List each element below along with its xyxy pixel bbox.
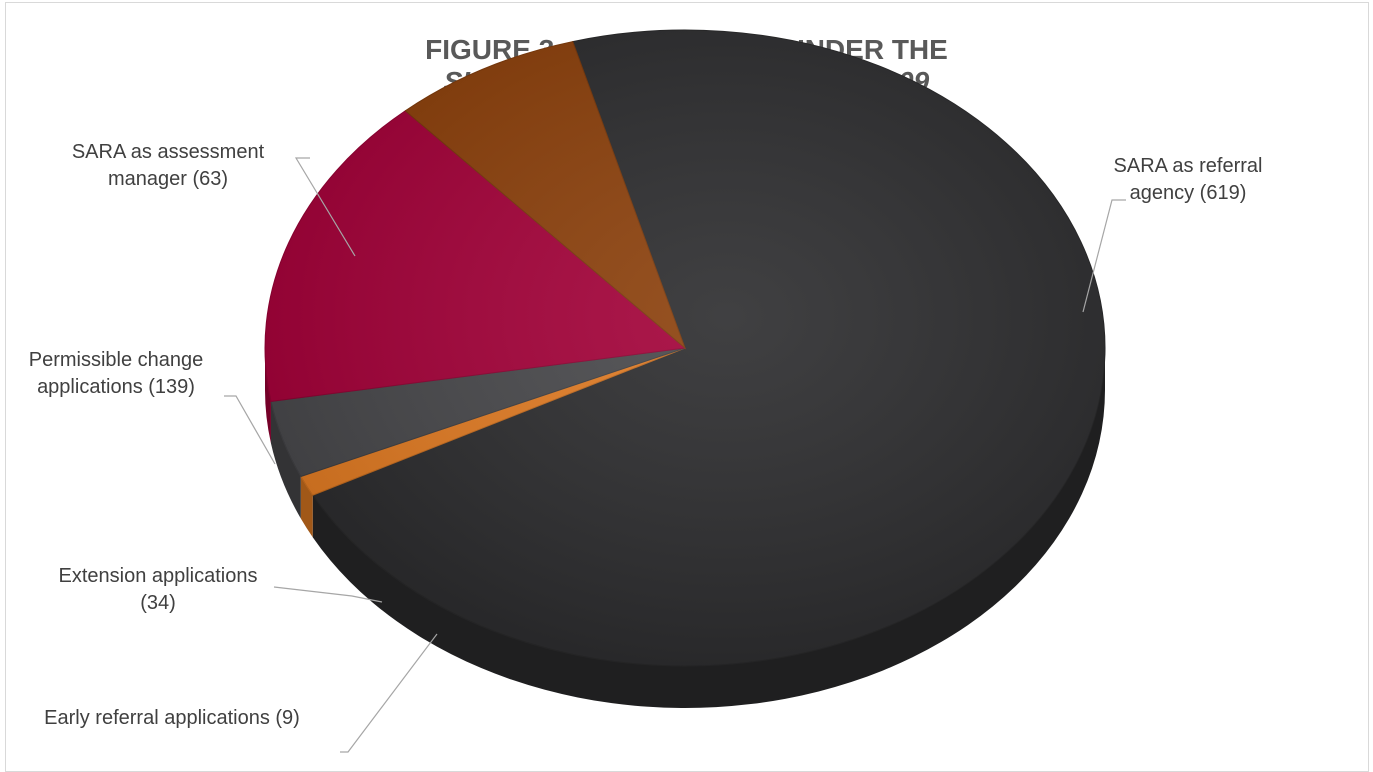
pie-slice-side-3 [265, 348, 271, 444]
leader-line-2 [273, 586, 383, 603]
pie-top-sheen [265, 30, 1105, 666]
leader-line-0 [1082, 199, 1126, 313]
slice-label-3: Permissible change applications (139) [29, 349, 204, 398]
slice-label-0: SARA as referral agency (619) [1114, 155, 1263, 204]
leader-line-3 [224, 395, 276, 465]
slice-label-1: Early referral applications (9) [44, 707, 300, 729]
slice-label-4: SARA as assessment manager (63) [72, 141, 265, 190]
pie-slice-side-2 [270, 401, 301, 519]
leader-line-4 [294, 157, 356, 257]
slice-label-2: Extension applications (34) [58, 565, 257, 614]
leader-line-1 [340, 633, 438, 753]
